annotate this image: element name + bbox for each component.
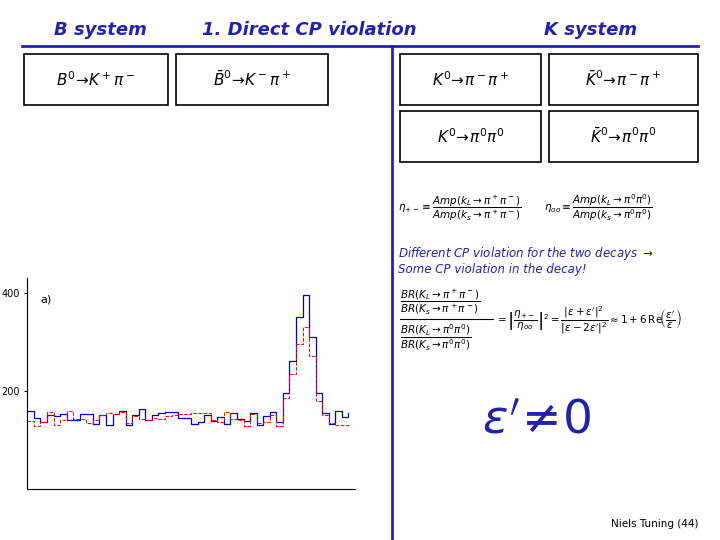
Text: Niels Tuning (44): Niels Tuning (44) <box>611 519 698 529</box>
Text: $\dfrac{BR(K_L \rightarrow \pi^+\pi^-)}{BR(K_s \rightarrow \pi^+\pi^-)}$: $\dfrac{BR(K_L \rightarrow \pi^+\pi^-)}{… <box>400 288 480 317</box>
FancyBboxPatch shape <box>24 54 168 105</box>
FancyBboxPatch shape <box>176 54 328 105</box>
Text: a): a) <box>40 295 52 305</box>
Text: $\bar{K}^0\!\rightarrow\!\pi^0\pi^0$: $\bar{K}^0\!\rightarrow\!\pi^0\pi^0$ <box>590 127 657 146</box>
Text: $\bar{K}^0\!\rightarrow\!\pi^-\pi^+$: $\bar{K}^0\!\rightarrow\!\pi^-\pi^+$ <box>585 70 662 89</box>
Text: $K^0\!\rightarrow\!\pi^-\pi^+$: $K^0\!\rightarrow\!\pi^-\pi^+$ <box>432 70 509 89</box>
Text: $\bar{B}^0\!\rightarrow\!K^-\pi^+$: $\bar{B}^0\!\rightarrow\!K^-\pi^+$ <box>213 70 291 89</box>
FancyBboxPatch shape <box>400 111 541 162</box>
Text: 1. Direct CP violation: 1. Direct CP violation <box>202 21 417 39</box>
FancyBboxPatch shape <box>549 54 698 105</box>
Text: Some CP violation in the decay!: Some CP violation in the decay! <box>398 264 587 276</box>
Text: Different CP violation for the two decays $\rightarrow$: Different CP violation for the two decay… <box>398 245 654 262</box>
Text: $= \left|\dfrac{\eta_{+-}}{\eta_{oo}}\right|^2 = \dfrac{|\varepsilon+\varepsilon: $= \left|\dfrac{\eta_{+-}}{\eta_{oo}}\ri… <box>495 305 682 336</box>
FancyBboxPatch shape <box>400 54 541 105</box>
Text: $\eta_{oo} \equiv \dfrac{Amp(k_L \rightarrow \pi^0\pi^0)}{Amp(k_s \rightarrow \p: $\eta_{oo} \equiv \dfrac{Amp(k_L \righta… <box>544 192 652 224</box>
Text: K system: K system <box>544 21 637 39</box>
Text: $K^0\!\rightarrow\!\pi^0\pi^0$: $K^0\!\rightarrow\!\pi^0\pi^0$ <box>437 127 504 146</box>
Text: $\varepsilon'\!\neq\!0$: $\varepsilon'\!\neq\!0$ <box>482 399 591 444</box>
FancyBboxPatch shape <box>549 111 698 162</box>
Text: $\eta_{+-} \equiv \dfrac{Amp(k_L \rightarrow \pi^+\pi^-)}{Amp(k_s \rightarrow \p: $\eta_{+-} \equiv \dfrac{Amp(k_L \righta… <box>398 193 522 222</box>
Text: $B^0\!\rightarrow\!K^+\pi^-$: $B^0\!\rightarrow\!K^+\pi^-$ <box>56 70 135 89</box>
Text: $\dfrac{BR(K_L \rightarrow \pi^0\pi^0)}{BR(K_s \rightarrow \pi^0\pi^0)}$: $\dfrac{BR(K_L \rightarrow \pi^0\pi^0)}{… <box>400 322 472 353</box>
Text: B system: B system <box>55 21 147 39</box>
